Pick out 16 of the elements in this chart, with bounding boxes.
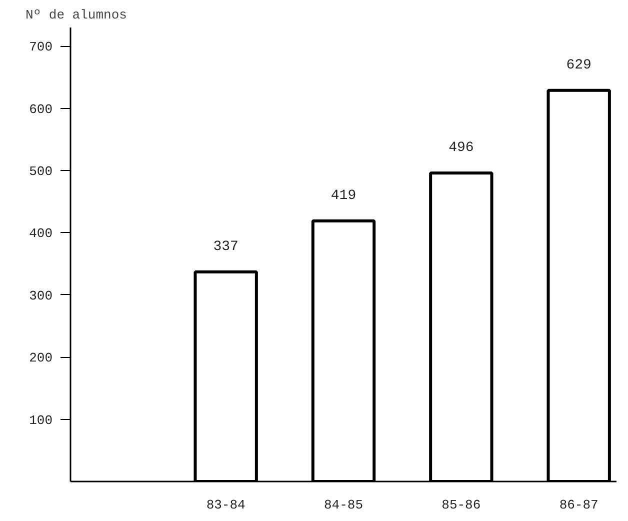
x-tick-label: 85-86 (442, 498, 481, 512)
y-tick-label: 200 (29, 350, 52, 366)
x-tick-label: 84-85 (324, 498, 364, 512)
y-tick-label: 100 (29, 412, 52, 428)
y-tick-label: 300 (29, 288, 52, 304)
x-tick-label: 83-84 (206, 498, 246, 512)
data-label: 496 (448, 140, 474, 156)
y-axis-title: Nº de alumnos (26, 8, 127, 22)
data-label: 629 (566, 57, 592, 74)
x-tick-label: 86-87 (559, 498, 598, 512)
y-tick-label: 500 (29, 164, 52, 180)
data-label: 419 (330, 188, 356, 204)
y-tick-label: 400 (29, 226, 52, 242)
data-label: 337 (213, 238, 238, 255)
y-tick-label: 600 (29, 102, 52, 117)
y-tick-label: 700 (29, 40, 52, 55)
